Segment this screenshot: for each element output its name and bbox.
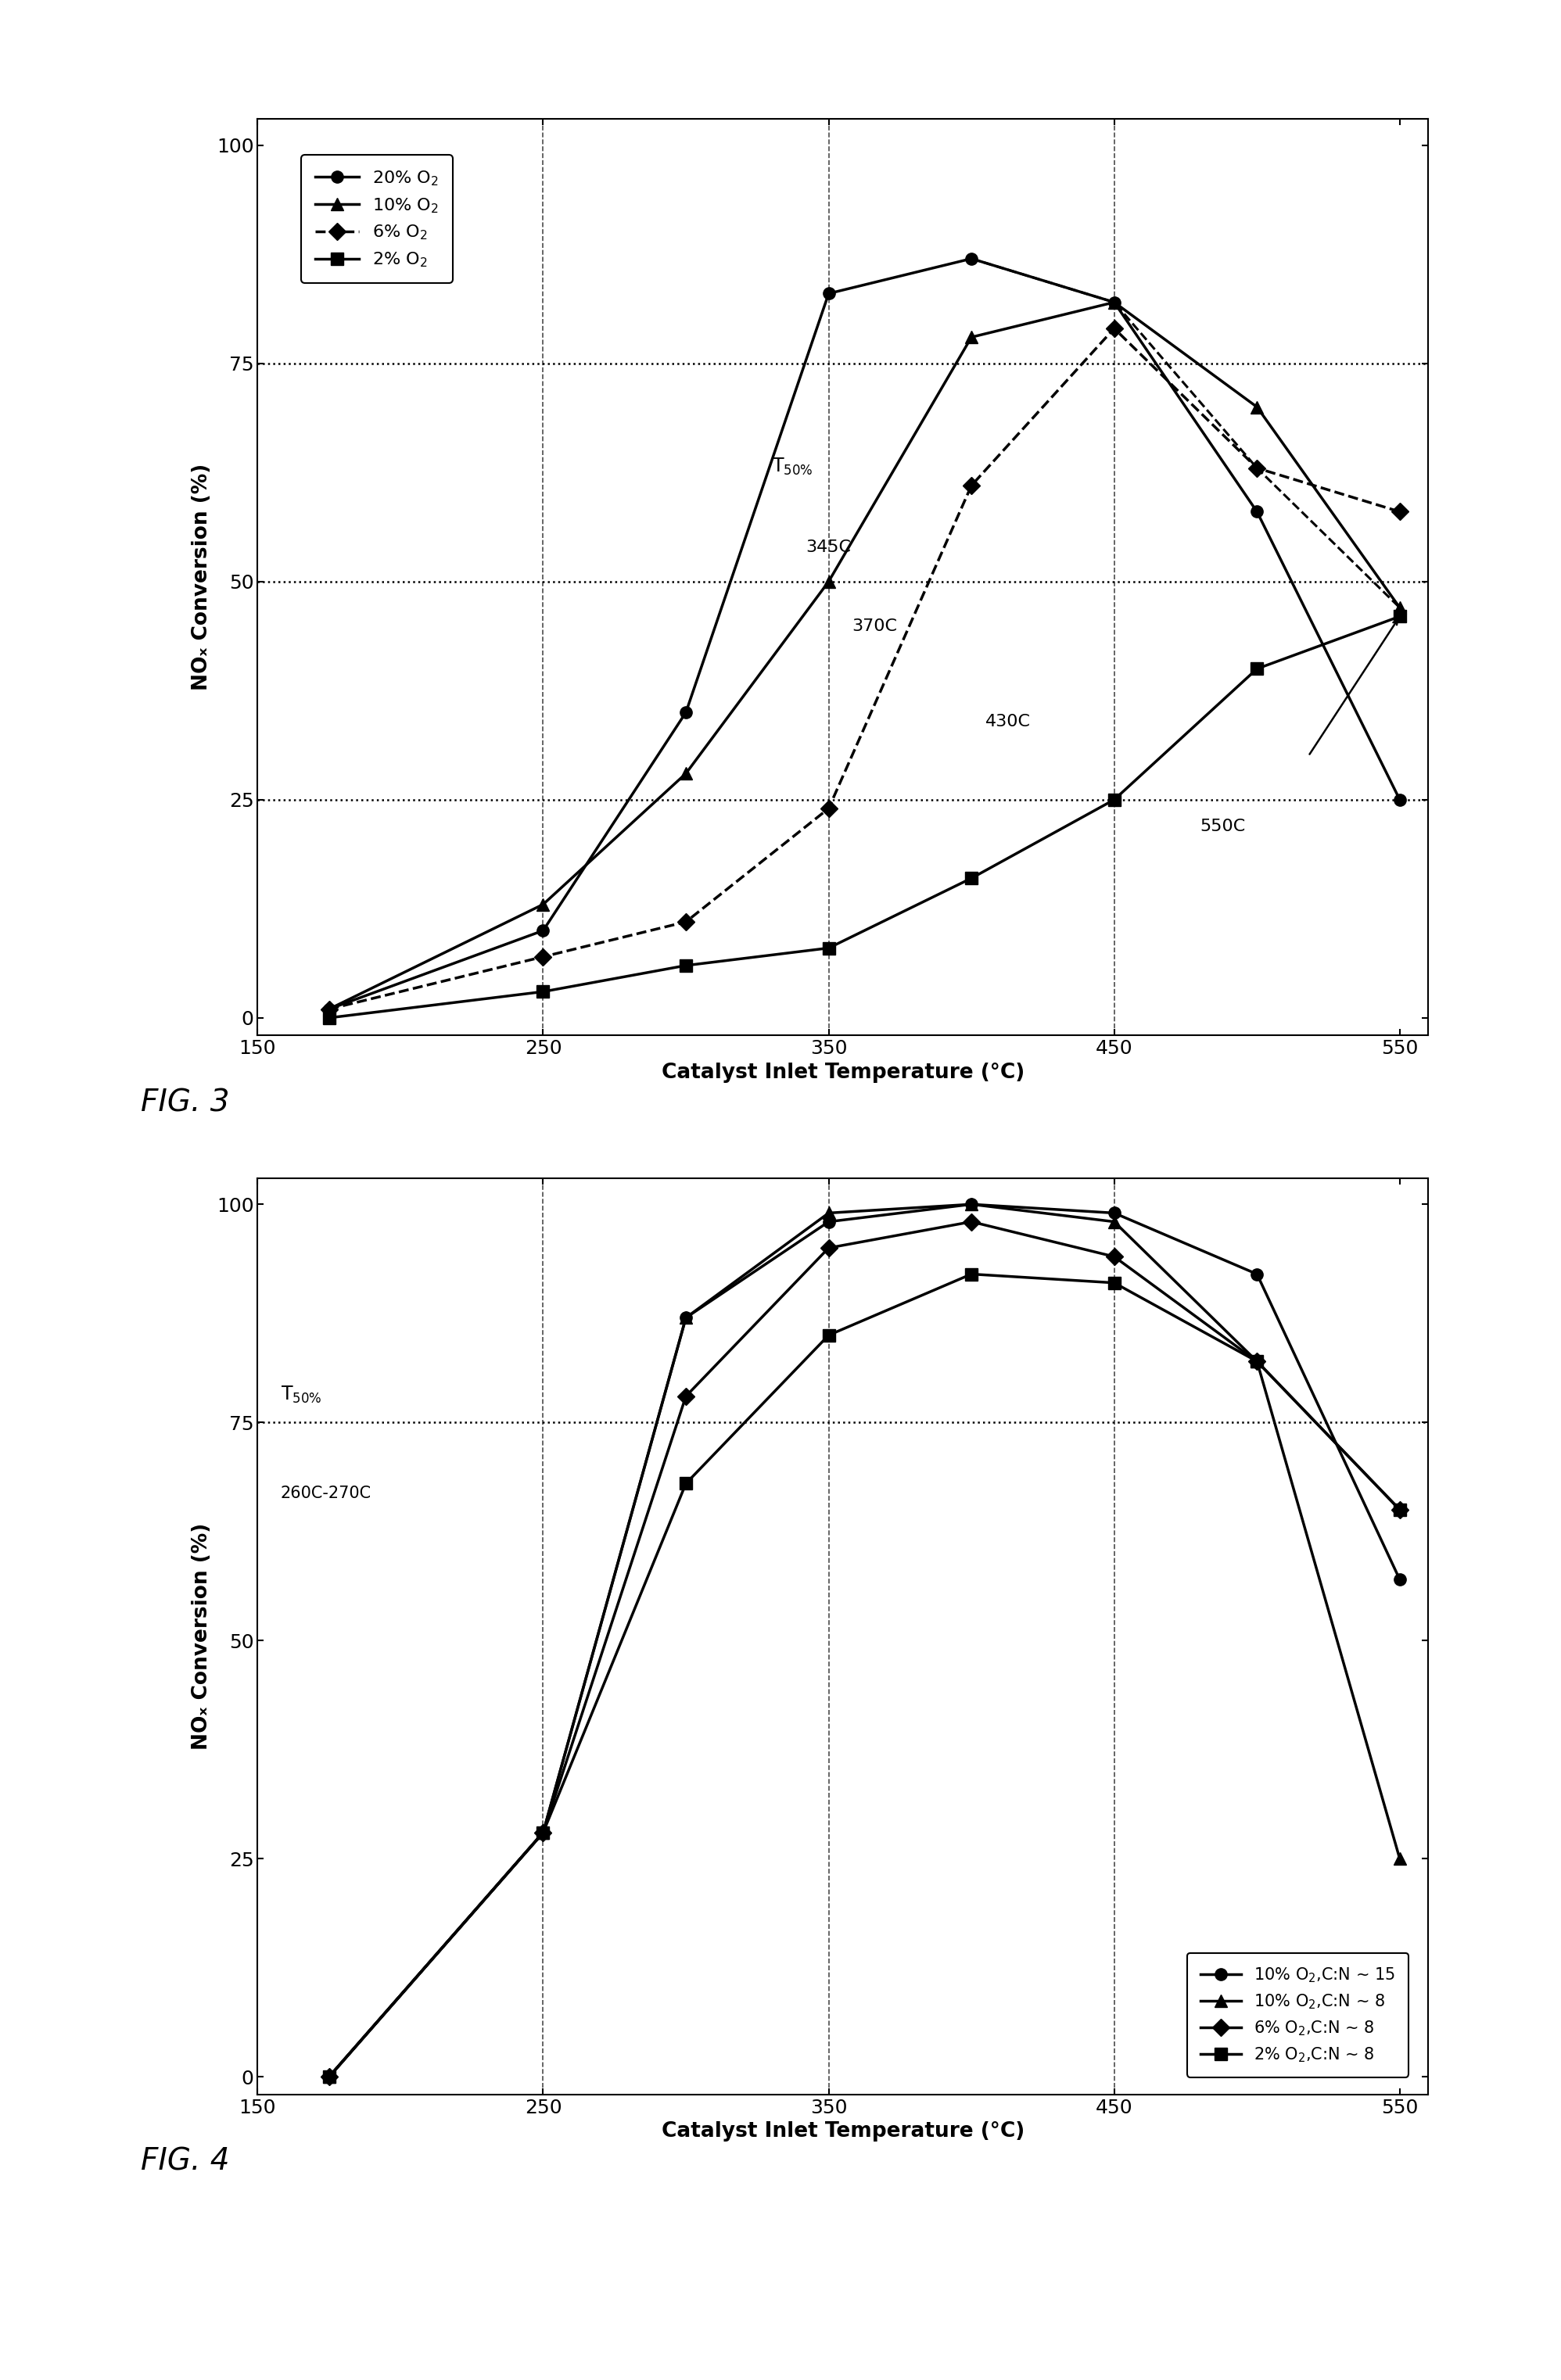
6% O₂ <box>820 795 838 823</box>
Y-axis label: NOₓ Conversion (%): NOₓ Conversion (%) <box>192 464 212 690</box>
6% O₂,C:N ~ 8 <box>1105 1242 1124 1271</box>
2% O₂ <box>1105 785 1124 814</box>
10% O₂ <box>534 890 553 919</box>
2% O₂,C:N ~ 8 <box>1105 1269 1124 1297</box>
10% O₂,C:N ~ 15 <box>962 1190 980 1219</box>
20% O₂ <box>320 995 339 1023</box>
Text: 430C: 430C <box>985 714 1032 731</box>
2% O₂,C:N ~ 8 <box>320 2063 339 2092</box>
6% O₂,C:N ~ 8 <box>320 2063 339 2092</box>
Text: FIG. 3: FIG. 3 <box>140 1088 229 1116</box>
10% O₂,C:N ~ 15 <box>1105 1200 1124 1228</box>
Text: T$_{50\%}$: T$_{50\%}$ <box>771 457 813 476</box>
Text: 345C: 345C <box>805 540 851 555</box>
10% O₂ <box>320 995 339 1023</box>
20% O₂ <box>676 697 695 726</box>
10% O₂,C:N ~ 8 <box>534 1818 553 1847</box>
6% O₂,C:N ~ 8 <box>534 1818 553 1847</box>
2% O₂ <box>962 864 980 892</box>
Line: 20% O₂: 20% O₂ <box>323 252 1406 1016</box>
10% O₂,C:N ~ 15 <box>820 1207 838 1235</box>
2% O₂ <box>820 933 838 962</box>
6% O₂ <box>1391 497 1410 526</box>
10% O₂,C:N ~ 15 <box>1247 1259 1266 1288</box>
Legend: 10% O$_2$,C:N ~ 15, 10% O$_2$,C:N ~ 8, 6% O$_2$,C:N ~ 8, 2% O$_2$,C:N ~ 8: 10% O$_2$,C:N ~ 15, 10% O$_2$,C:N ~ 8, 6… <box>1188 1952 1408 2078</box>
2% O₂ <box>676 952 695 981</box>
6% O₂,C:N ~ 8 <box>676 1383 695 1411</box>
6% O₂ <box>962 471 980 500</box>
2% O₂,C:N ~ 8 <box>1247 1347 1266 1376</box>
10% O₂ <box>962 324 980 352</box>
2% O₂,C:N ~ 8 <box>962 1259 980 1288</box>
2% O₂ <box>534 978 553 1007</box>
10% O₂,C:N ~ 15 <box>676 1304 695 1333</box>
Line: 2% O₂,C:N ~ 8: 2% O₂,C:N ~ 8 <box>323 1269 1406 2082</box>
10% O₂,C:N ~ 8 <box>1247 1347 1266 1376</box>
Legend: 20% O$_2$, 10% O$_2$, 6% O$_2$, 2% O$_2$: 20% O$_2$, 10% O$_2$, 6% O$_2$, 2% O$_2$ <box>301 155 453 283</box>
10% O₂ <box>1247 393 1266 421</box>
2% O₂,C:N ~ 8 <box>1391 1495 1410 1523</box>
10% O₂,C:N ~ 8 <box>820 1200 838 1228</box>
Text: FIG. 4: FIG. 4 <box>140 2147 229 2175</box>
20% O₂ <box>1391 785 1410 814</box>
2% O₂,C:N ~ 8 <box>534 1818 553 1847</box>
6% O₂ <box>320 995 339 1023</box>
6% O₂ <box>676 907 695 935</box>
10% O₂ <box>676 759 695 788</box>
2% O₂ <box>1391 602 1410 631</box>
Text: 260C-270C: 260C-270C <box>281 1485 372 1502</box>
6% O₂,C:N ~ 8 <box>1247 1347 1266 1376</box>
Text: 550C: 550C <box>1200 819 1246 835</box>
10% O₂ <box>1105 288 1124 317</box>
10% O₂ <box>1391 593 1410 621</box>
10% O₂ <box>820 566 838 595</box>
Line: 10% O₂,C:N ~ 15: 10% O₂,C:N ~ 15 <box>323 1197 1406 2082</box>
20% O₂ <box>1105 288 1124 317</box>
10% O₂,C:N ~ 8 <box>320 2063 339 2092</box>
6% O₂ <box>1105 314 1124 343</box>
6% O₂,C:N ~ 8 <box>820 1233 838 1261</box>
6% O₂,C:N ~ 8 <box>1391 1495 1410 1523</box>
10% O₂,C:N ~ 15 <box>1391 1566 1410 1595</box>
10% O₂,C:N ~ 15 <box>534 1818 553 1847</box>
X-axis label: Catalyst Inlet Temperature (°C): Catalyst Inlet Temperature (°C) <box>662 1061 1024 1083</box>
20% O₂ <box>962 245 980 274</box>
6% O₂ <box>1247 455 1266 483</box>
Y-axis label: NOₓ Conversion (%): NOₓ Conversion (%) <box>192 1523 212 1749</box>
6% O₂,C:N ~ 8 <box>962 1207 980 1235</box>
Line: 6% O₂,C:N ~ 8: 6% O₂,C:N ~ 8 <box>323 1216 1406 2082</box>
Line: 6% O₂: 6% O₂ <box>323 321 1406 1016</box>
X-axis label: Catalyst Inlet Temperature (°C): Catalyst Inlet Temperature (°C) <box>662 2121 1024 2142</box>
2% O₂,C:N ~ 8 <box>820 1321 838 1349</box>
6% O₂ <box>534 942 553 971</box>
10% O₂,C:N ~ 15 <box>320 2063 339 2092</box>
20% O₂ <box>820 278 838 307</box>
10% O₂,C:N ~ 8 <box>676 1304 695 1333</box>
Line: 2% O₂: 2% O₂ <box>323 609 1406 1023</box>
20% O₂ <box>1247 497 1266 526</box>
Text: 370C: 370C <box>851 619 898 633</box>
2% O₂ <box>320 1004 339 1033</box>
10% O₂,C:N ~ 8 <box>962 1190 980 1219</box>
10% O₂,C:N ~ 8 <box>1105 1207 1124 1235</box>
Text: T$_{50\%}$: T$_{50\%}$ <box>281 1385 322 1404</box>
2% O₂ <box>1247 654 1266 683</box>
10% O₂,C:N ~ 8 <box>1391 1844 1410 1873</box>
2% O₂,C:N ~ 8 <box>676 1468 695 1497</box>
Line: 10% O₂,C:N ~ 8: 10% O₂,C:N ~ 8 <box>323 1197 1406 2082</box>
Line: 10% O₂: 10% O₂ <box>323 295 1406 1016</box>
20% O₂ <box>534 916 553 945</box>
